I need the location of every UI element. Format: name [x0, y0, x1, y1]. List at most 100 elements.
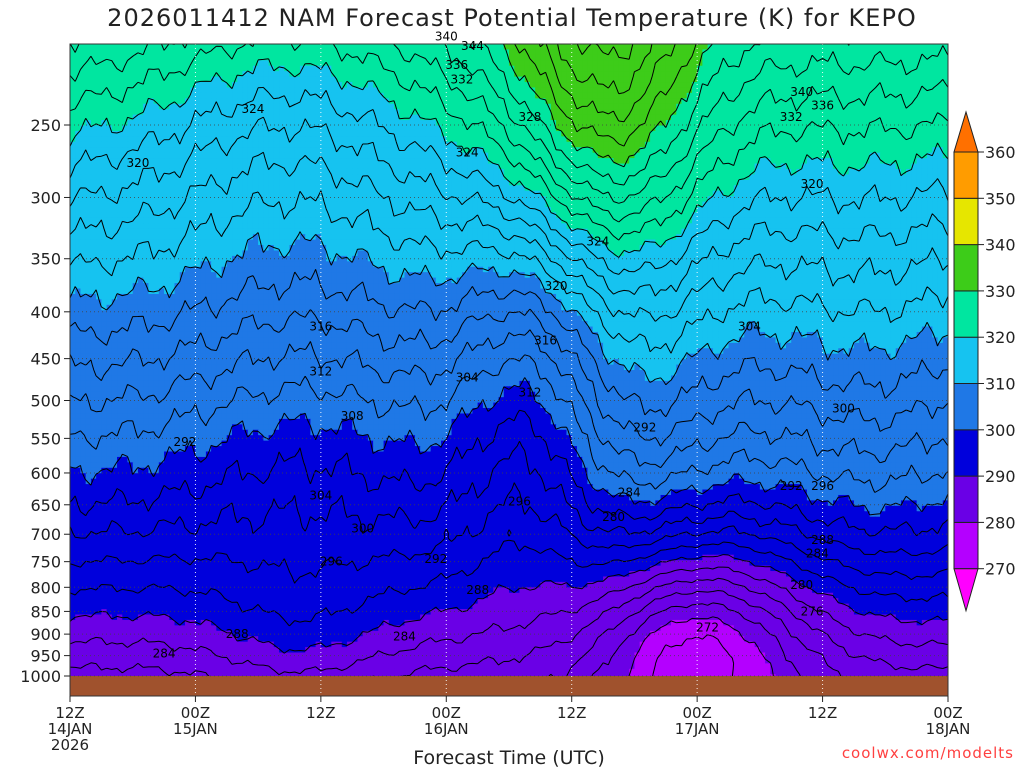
field-cell — [729, 115, 735, 121]
field-cell — [384, 202, 390, 208]
field-cell — [206, 66, 212, 72]
field-cell — [222, 55, 228, 61]
field-cell — [838, 120, 844, 126]
field-cell — [279, 185, 285, 191]
field-cell — [269, 142, 275, 148]
field-cell — [525, 60, 531, 66]
field-cell — [127, 202, 133, 208]
field-cell — [572, 60, 578, 66]
field-cell — [399, 60, 405, 66]
field-cell — [577, 142, 583, 148]
field-cell — [222, 60, 228, 66]
field-cell — [849, 109, 855, 115]
field-cell — [739, 66, 745, 72]
field-cell — [91, 115, 97, 121]
field-cell — [906, 153, 912, 159]
field-cell — [404, 98, 410, 104]
field-cell — [248, 147, 254, 153]
field-cell — [608, 126, 614, 132]
field-cell — [206, 44, 212, 50]
field-cell — [917, 109, 923, 115]
field-cell — [530, 180, 536, 186]
field-cell — [891, 71, 897, 77]
field-cell — [159, 142, 165, 148]
field-cell — [384, 185, 390, 191]
field-cell — [765, 98, 771, 104]
field-cell — [337, 131, 343, 137]
field-cell — [509, 180, 515, 186]
field-cell — [598, 104, 604, 110]
field-cell — [530, 202, 536, 208]
field-cell — [765, 77, 771, 83]
field-cell — [734, 109, 740, 115]
field-cell — [603, 60, 609, 66]
field-cell — [838, 191, 844, 197]
field-cell — [692, 93, 698, 99]
field-cell — [389, 109, 395, 115]
field-cell — [843, 180, 849, 186]
field-cell — [399, 174, 405, 180]
field-cell — [655, 136, 661, 142]
field-cell — [781, 185, 787, 191]
field-cell — [676, 77, 682, 83]
field-cell — [107, 109, 113, 115]
field-cell — [310, 55, 316, 61]
field-cell — [603, 66, 609, 72]
field-cell — [885, 98, 891, 104]
field-cell — [922, 136, 928, 142]
field-cell — [922, 104, 928, 110]
field-cell — [117, 60, 123, 66]
field-cell — [854, 60, 860, 66]
field-cell — [603, 136, 609, 142]
field-cell — [436, 142, 442, 148]
field-cell — [305, 174, 311, 180]
field-cell — [634, 142, 640, 148]
field-cell — [864, 115, 870, 121]
field-cell — [749, 191, 755, 197]
field-cell — [781, 169, 787, 175]
field-cell — [875, 77, 881, 83]
field-cell — [415, 98, 421, 104]
field-cell — [828, 174, 834, 180]
field-cell — [91, 202, 97, 208]
field-cell — [561, 98, 567, 104]
field-cell — [655, 109, 661, 115]
field-cell — [906, 158, 912, 164]
field-cell — [927, 82, 933, 88]
field-cell — [697, 131, 703, 137]
field-cell — [922, 71, 928, 77]
field-cell — [802, 49, 808, 55]
field-cell — [849, 174, 855, 180]
field-cell — [723, 169, 729, 175]
field-cell — [467, 136, 473, 142]
field-cell — [927, 191, 933, 197]
field-cell — [279, 136, 285, 142]
field-cell — [117, 44, 123, 50]
field-cell — [697, 147, 703, 153]
field-cell — [582, 191, 588, 197]
field-cell — [242, 202, 248, 208]
field-cell — [222, 185, 228, 191]
field-cell — [864, 136, 870, 142]
field-cell — [253, 77, 259, 83]
field-cell — [117, 109, 123, 115]
field-cell — [687, 202, 693, 208]
field-cell — [566, 82, 572, 88]
field-cell — [310, 147, 316, 153]
field-cell — [530, 49, 536, 55]
field-cell — [211, 202, 217, 208]
field-cell — [399, 158, 405, 164]
field-cell — [744, 185, 750, 191]
field-cell — [708, 147, 714, 153]
field-cell — [713, 66, 719, 72]
field-cell — [922, 169, 928, 175]
field-cell — [734, 44, 740, 50]
field-cell — [394, 126, 400, 132]
field-cell — [284, 44, 290, 50]
field-cell — [587, 87, 593, 93]
field-cell — [692, 169, 698, 175]
field-cell — [608, 98, 614, 104]
field-cell — [70, 180, 76, 186]
field-cell — [671, 169, 677, 175]
field-cell — [640, 142, 646, 148]
